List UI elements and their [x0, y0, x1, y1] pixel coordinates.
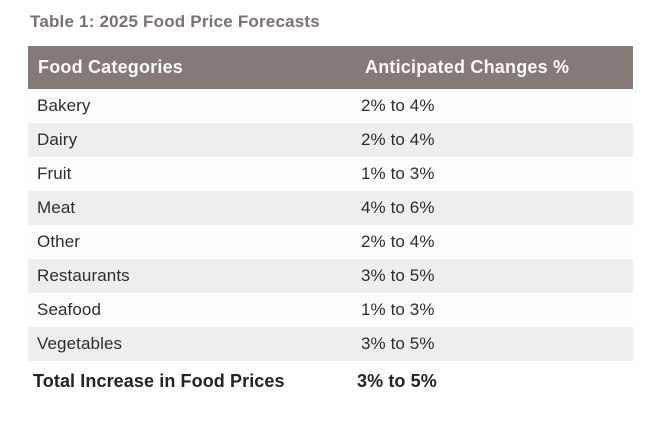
table-cell-category: Bakery — [37, 96, 91, 115]
table-cell-change: 1% to 3% — [361, 300, 435, 319]
table-cell-change: 2% to 4% — [361, 232, 435, 251]
table-row-other: Other 2% to 4% — [28, 225, 633, 259]
total-value: 3% to 5% — [357, 370, 437, 391]
table-cell-change: 3% to 5% — [361, 266, 435, 285]
table-cell-category: Dairy — [37, 130, 78, 149]
table-row-bakery: Bakery 2% to 4% — [28, 89, 633, 123]
table-row-seafood: Seafood 1% to 3% — [28, 293, 633, 327]
table-row-meat: Meat 4% to 6% — [28, 191, 633, 225]
table-cell-category: Seafood — [37, 300, 102, 319]
table-cell-change: 4% to 6% — [361, 198, 435, 217]
table-row-dairy: Dairy 2% to 4% — [28, 123, 633, 157]
table-cell-change: 2% to 4% — [361, 96, 435, 115]
table-cell-change: 3% to 5% — [361, 334, 435, 353]
total-label: Total Increase in Food Prices — [33, 370, 285, 391]
table-total-row: Total Increase in Food Prices 3% to 5% — [28, 361, 633, 401]
page-title: Table 1: 2025 Food Price Forecasts — [30, 12, 320, 31]
column-header-anticipated-changes: Anticipated Changes % — [365, 57, 570, 77]
table-cell-category: Vegetables — [37, 334, 123, 353]
table-cell-category: Meat — [37, 198, 76, 217]
table-cell-category: Other — [37, 232, 81, 251]
table-body: Bakery 2% to 4% Dairy 2% to 4% Fruit 1% … — [28, 89, 633, 361]
table-header-row: Food Categories Anticipated Changes % — [28, 46, 633, 89]
table-row-restaurants: Restaurants 3% to 5% — [28, 259, 633, 293]
table-cell-change: 2% to 4% — [361, 130, 435, 149]
table-row-vegetables: Vegetables 3% to 5% — [28, 327, 633, 361]
table-row-fruit: Fruit 1% to 3% — [28, 157, 633, 191]
table-cell-category: Restaurants — [37, 266, 130, 285]
table-cell-category: Fruit — [37, 164, 72, 183]
food-price-forecast-table: Food Categories Anticipated Changes % Ba… — [28, 46, 633, 401]
table-cell-change: 1% to 3% — [361, 164, 435, 183]
column-header-food-categories: Food Categories — [38, 57, 184, 77]
